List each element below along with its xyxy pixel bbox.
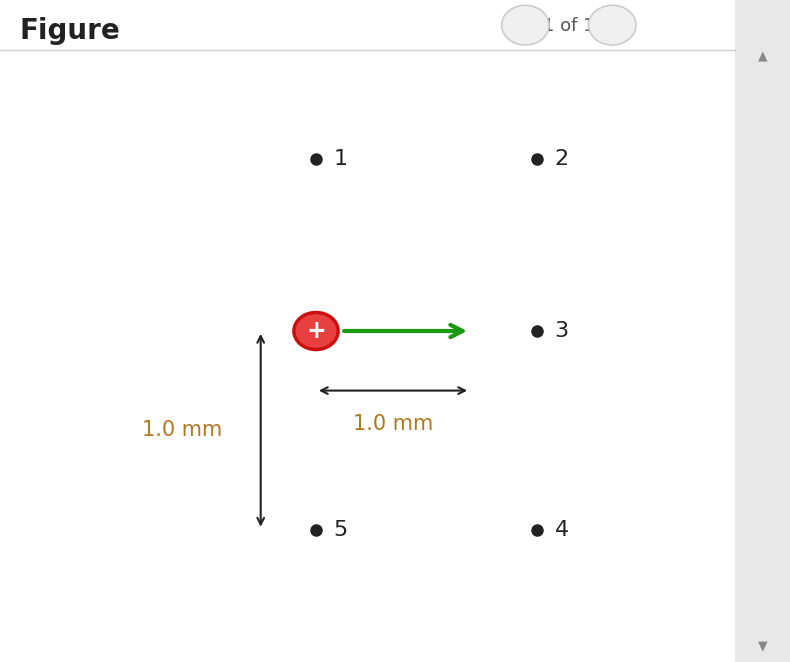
Text: ▼: ▼ [758, 639, 767, 652]
Text: 3: 3 [555, 321, 569, 341]
Text: 1.0 mm: 1.0 mm [353, 414, 433, 434]
Text: +: + [307, 319, 326, 343]
Text: 1: 1 [333, 149, 348, 169]
Text: Figure: Figure [20, 17, 121, 44]
Circle shape [294, 312, 338, 350]
Text: 1.0 mm: 1.0 mm [141, 420, 222, 440]
Text: 4: 4 [555, 520, 569, 540]
Text: 1 of 1: 1 of 1 [543, 17, 595, 34]
Text: >: > [605, 16, 619, 34]
Text: 2: 2 [555, 149, 569, 169]
Text: ▲: ▲ [758, 50, 767, 63]
Text: <: < [518, 16, 532, 34]
Text: 5: 5 [333, 520, 348, 540]
